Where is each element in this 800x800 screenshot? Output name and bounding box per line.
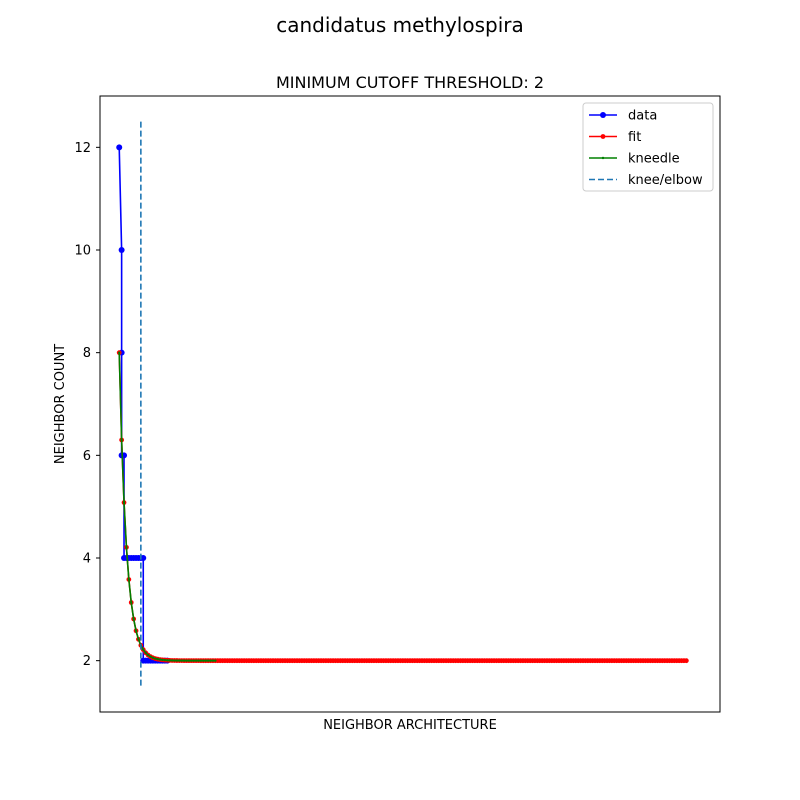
legend: data fit kneedle knee/elbow bbox=[582, 102, 714, 192]
kneedle-point bbox=[190, 659, 193, 662]
kneedle-point bbox=[178, 659, 181, 662]
kneedle-point bbox=[137, 638, 140, 641]
kneedle-point bbox=[214, 659, 217, 662]
kneedle-point bbox=[130, 601, 133, 604]
kneedle-point bbox=[163, 658, 167, 662]
kneedle-point bbox=[209, 659, 212, 662]
legend-swatch-marker bbox=[600, 134, 606, 139]
chart-title: MINIMUM CUTOFF THRESHOLD: 2 bbox=[276, 73, 544, 92]
kneedle-point bbox=[127, 578, 131, 581]
kneedle-point bbox=[173, 659, 176, 662]
y-tick-label: 2 bbox=[83, 654, 91, 669]
legend-swatch-marker bbox=[600, 112, 606, 118]
kneedle-point bbox=[170, 659, 174, 662]
data-point bbox=[116, 144, 123, 151]
kneedle-point bbox=[204, 659, 207, 662]
y-tick-label: 6 bbox=[83, 449, 91, 464]
data-point bbox=[118, 247, 125, 253]
legend-entry-label: data bbox=[628, 109, 657, 124]
kneedle-point bbox=[154, 657, 157, 660]
series-layer bbox=[116, 121, 689, 687]
kneedle-point bbox=[142, 648, 145, 651]
fit-point bbox=[683, 658, 689, 664]
legend-frame bbox=[582, 102, 714, 192]
kneedle-point bbox=[185, 659, 188, 662]
kneedle-point bbox=[194, 659, 198, 662]
legend-entry-label: kneedle bbox=[628, 152, 680, 167]
kneedle-point bbox=[149, 655, 152, 658]
kneedle-point bbox=[158, 658, 162, 661]
kneedle-point bbox=[122, 501, 126, 504]
legend-swatch-marker bbox=[601, 156, 605, 160]
legend-entry-label: fit bbox=[628, 130, 641, 145]
kneedle-point bbox=[187, 659, 191, 662]
y-tick-label: 10 bbox=[74, 244, 91, 259]
kneedle-point bbox=[151, 656, 155, 659]
series-fit-line bbox=[118, 352, 687, 662]
kneedle-point bbox=[197, 659, 200, 662]
kneedle-point bbox=[180, 659, 183, 662]
kneedle-point bbox=[156, 657, 159, 661]
y-axis-label: NEIGHBOR COUNT bbox=[53, 344, 68, 464]
kneedle-point bbox=[144, 651, 147, 654]
x-axis-label: NEIGHBOR ARCHITECTURE bbox=[323, 718, 497, 733]
kneedle-point bbox=[202, 659, 205, 662]
kneedle-point bbox=[120, 438, 123, 442]
y-tick-label: 4 bbox=[83, 552, 91, 567]
series-data-line bbox=[118, 147, 687, 662]
kneedle-point bbox=[199, 659, 203, 662]
kneedle-point bbox=[146, 653, 150, 657]
kneedle-point bbox=[175, 659, 179, 662]
y-tick-label: 8 bbox=[83, 346, 91, 361]
y-tick-label: 12 bbox=[74, 141, 91, 156]
series-kneedle-line bbox=[118, 352, 216, 662]
legend-entry-label: knee/elbow bbox=[628, 173, 703, 188]
plot-frame bbox=[99, 95, 721, 713]
kneedle-point bbox=[192, 659, 195, 662]
kneedle-point bbox=[125, 546, 128, 549]
kneedle-point bbox=[134, 629, 138, 632]
kneedle-point bbox=[161, 658, 164, 662]
kneedle-point bbox=[211, 659, 215, 662]
kneedle-point bbox=[206, 659, 210, 662]
data-point bbox=[140, 555, 147, 561]
kneedle-point bbox=[132, 617, 135, 621]
kneedle-point bbox=[182, 659, 186, 662]
figure-suptitle: candidatus methylospira bbox=[276, 13, 524, 37]
y-axis: 2 4 6 8 10 12 bbox=[74, 141, 100, 669]
kneedle-point bbox=[166, 659, 169, 662]
kneedle-point bbox=[168, 659, 171, 662]
kneedle-point bbox=[118, 351, 121, 354]
